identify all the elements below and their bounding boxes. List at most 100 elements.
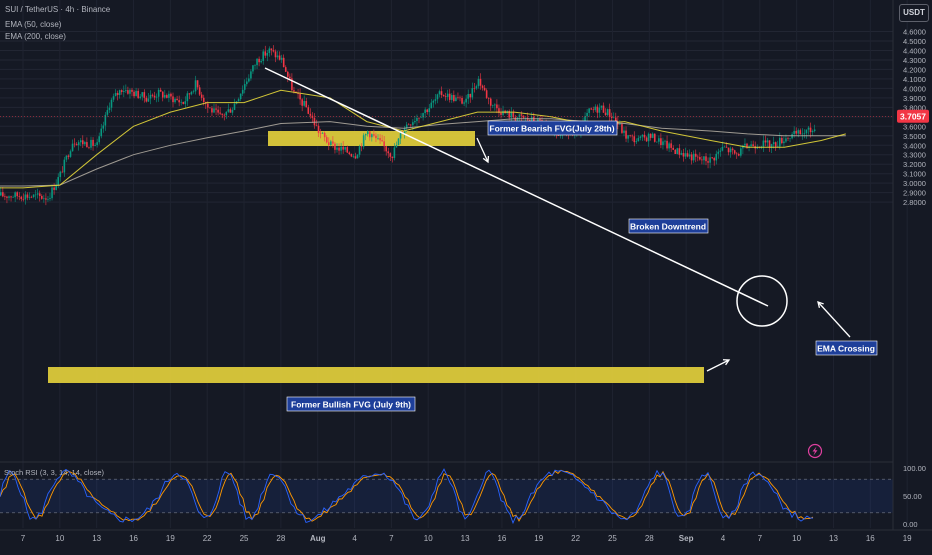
candle-body bbox=[608, 109, 611, 117]
candle-body bbox=[319, 132, 322, 134]
candle-body bbox=[666, 140, 668, 149]
candle-body bbox=[813, 129, 816, 132]
candle-body bbox=[811, 131, 814, 133]
candle-body bbox=[307, 107, 310, 114]
candle-body bbox=[774, 142, 777, 147]
candle-body bbox=[463, 102, 465, 104]
candle-body bbox=[391, 156, 394, 158]
candle-body bbox=[432, 100, 435, 103]
x-tick-label: 4 bbox=[721, 534, 726, 543]
candle-body bbox=[194, 80, 197, 92]
candle-body bbox=[159, 89, 162, 92]
candle-body bbox=[428, 108, 431, 113]
candle-body bbox=[592, 109, 595, 111]
candle-body bbox=[410, 124, 412, 126]
candle-body bbox=[742, 145, 744, 149]
candle-body bbox=[231, 109, 234, 113]
candle-body bbox=[385, 146, 387, 152]
candle-body bbox=[424, 109, 426, 114]
candle-body bbox=[49, 198, 51, 199]
candle-body bbox=[270, 48, 273, 51]
candle-body bbox=[248, 78, 250, 82]
candle-body bbox=[500, 112, 502, 115]
candle-body bbox=[369, 131, 371, 138]
candle-body bbox=[221, 113, 223, 115]
candle-body bbox=[658, 138, 660, 142]
candle-body bbox=[729, 148, 732, 153]
candle-body bbox=[717, 151, 720, 154]
lightning-icon[interactable] bbox=[807, 443, 823, 459]
candle-body bbox=[120, 90, 123, 92]
symbol-title[interactable]: SUI / TetherUS · 4h · Binance bbox=[5, 5, 111, 14]
y-tick-label: 3.6000 bbox=[903, 122, 926, 131]
candle-body bbox=[88, 147, 90, 148]
candle-body bbox=[18, 196, 21, 197]
y-tick-label: 3.9000 bbox=[903, 94, 926, 103]
candle-body bbox=[229, 109, 232, 113]
ema50-legend[interactable]: EMA (50, close) bbox=[5, 20, 62, 29]
candle-body bbox=[719, 150, 722, 152]
candle-body bbox=[34, 194, 37, 196]
candle-body bbox=[309, 113, 312, 116]
x-tick-label: Sep bbox=[679, 534, 694, 543]
ema200-legend[interactable]: EMA (200, close) bbox=[5, 32, 66, 41]
candle-body bbox=[766, 140, 769, 143]
candle-body bbox=[86, 142, 88, 148]
bullish-fvg-arrow-head bbox=[722, 359, 731, 366]
stoch-tick-label: 100.00 bbox=[903, 464, 926, 473]
candle-body bbox=[733, 150, 736, 154]
candle-body bbox=[787, 138, 789, 139]
candle-body bbox=[602, 105, 605, 113]
candle-body bbox=[688, 154, 691, 157]
candle-body bbox=[334, 143, 336, 150]
x-tick-label: 7 bbox=[389, 534, 394, 543]
candle-body bbox=[84, 142, 86, 145]
candle-body bbox=[82, 140, 84, 145]
candle-body bbox=[598, 107, 601, 113]
current-price-tag: 3.7057 bbox=[897, 109, 929, 123]
candle-body bbox=[116, 93, 119, 96]
candle-body bbox=[153, 95, 156, 98]
candle-body bbox=[807, 127, 810, 130]
candle-body bbox=[22, 199, 25, 200]
bullish-fvg-label: Former Bullish FVG (July 9th) bbox=[291, 400, 411, 410]
drawings bbox=[0, 67, 893, 372]
candle-body bbox=[104, 114, 107, 126]
candle-body bbox=[196, 80, 199, 88]
candle-body bbox=[98, 136, 100, 143]
current-price-box bbox=[897, 109, 929, 123]
candle-body bbox=[697, 156, 699, 158]
candle-body bbox=[20, 196, 23, 200]
ema-crossing-label: EMA Crossing bbox=[817, 344, 875, 354]
candle-body bbox=[414, 121, 416, 123]
currency-button[interactable]: USDT bbox=[899, 4, 929, 22]
candle-body bbox=[512, 112, 515, 118]
candle-body bbox=[438, 91, 441, 95]
x-tick-label: Aug bbox=[310, 534, 326, 543]
candle-body bbox=[71, 143, 74, 152]
candle-body bbox=[53, 187, 55, 190]
candle-body bbox=[487, 97, 490, 99]
x-tick-label: 19 bbox=[534, 534, 543, 543]
candle-body bbox=[448, 93, 451, 100]
candle-body bbox=[110, 99, 113, 108]
candle-body bbox=[446, 93, 449, 97]
current-price-label: 3.7057 bbox=[900, 111, 926, 121]
candle-body bbox=[47, 198, 49, 200]
candle-body bbox=[313, 117, 316, 126]
candle-body bbox=[756, 147, 759, 149]
candle-body bbox=[43, 198, 45, 199]
candle-body bbox=[340, 146, 342, 151]
candle-body bbox=[362, 135, 365, 147]
candle-body bbox=[225, 111, 228, 116]
candle-body bbox=[192, 91, 195, 92]
candle-body bbox=[63, 159, 66, 173]
candle-body bbox=[627, 135, 629, 139]
candle-body bbox=[350, 154, 353, 157]
y-tick-label: 4.4000 bbox=[903, 46, 926, 55]
candle-body bbox=[522, 115, 525, 118]
candle-body bbox=[260, 60, 262, 63]
fvg-zone-0 bbox=[268, 131, 475, 146]
